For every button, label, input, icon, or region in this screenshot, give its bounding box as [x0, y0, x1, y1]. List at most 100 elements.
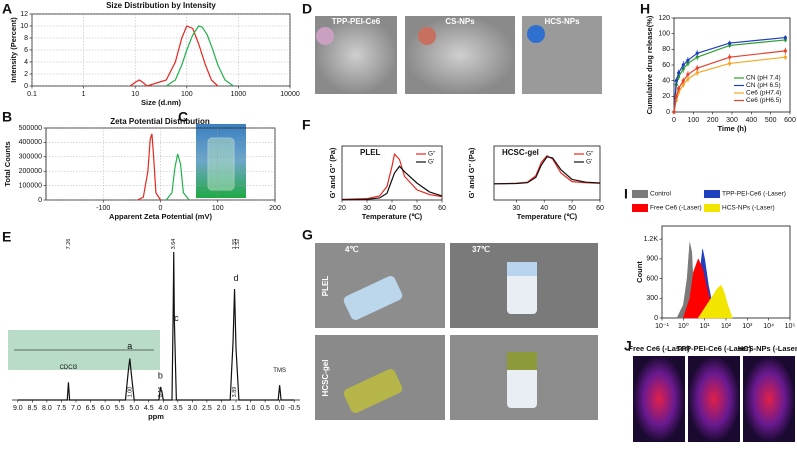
data-point — [728, 41, 732, 45]
chart: 0 100 200 300 400 500 600 0 20 40 60 80 100 120 Time (… — [645, 15, 796, 133]
legend-label: G'' — [428, 151, 436, 158]
plot-frame — [493, 145, 601, 201]
y-tick-label: 0 — [38, 197, 42, 204]
legend-label: G' — [428, 159, 434, 166]
series-line — [137, 133, 162, 201]
panel-letter: I — [624, 186, 628, 202]
y-tick-label: 200000 — [19, 168, 42, 175]
x-tick-label: 2.0 — [217, 405, 227, 412]
data-point — [677, 86, 681, 91]
photo-title: TPP-PEI-Ce6 (-Laser) — [676, 344, 752, 353]
panel-letter: E — [2, 229, 11, 245]
y-tick-label: 300000 — [19, 154, 42, 161]
panel-letter: J — [624, 338, 632, 354]
photo-title: Free Ce6 (-Laser) — [628, 344, 690, 353]
data-point — [681, 63, 685, 67]
y-axis-label: Count — [635, 261, 644, 283]
chart: 0.1 1 10 100 1000 10000 0 2 4 6 8 10 12 Size Distribu… — [9, 1, 300, 107]
data-point — [695, 66, 699, 70]
chart: 10⁻¹ 10⁰ 10¹ 10² 10³ 10⁴ 10⁵ 0 300 600 900 1.2K Coun… — [632, 190, 795, 330]
y-tick-label: 8 — [24, 35, 28, 42]
series-line — [129, 25, 219, 87]
x-tick-label: 10² — [721, 323, 732, 330]
x-tick-label: 0 — [672, 117, 676, 124]
data-point — [686, 58, 690, 62]
x-tick-label: 60 — [596, 205, 604, 212]
x-tick-label: 5.5 — [115, 405, 125, 412]
legend-label: CN (pH 6.5) — [746, 82, 781, 89]
photo-title: TPP-PEI-Ce6 — [332, 17, 381, 26]
y-tick-label: 4 — [24, 59, 28, 66]
photo-title: 37℃ — [472, 245, 490, 254]
y-axis-label: Total Counts — [3, 141, 12, 186]
row-label: PLEL — [321, 276, 330, 297]
data-point — [677, 71, 681, 75]
y-tick-label: 0 — [24, 83, 28, 90]
integral-label: 3.89 — [232, 387, 238, 398]
chart-title: Size Distribution by Intensity — [106, 1, 216, 10]
x-axis-label: Time (h) — [717, 124, 747, 133]
legend-swatch — [632, 190, 648, 198]
legend-label: Ce6 (pH7.4) — [746, 90, 781, 97]
x-tick-label: 500 — [765, 117, 777, 124]
x-tick-label: 10000 — [280, 91, 300, 98]
x-tick-label: 200 — [269, 205, 281, 212]
vial — [207, 137, 235, 191]
x-tick-label: 0.1 — [27, 91, 37, 98]
x-tick-label: 1000 — [231, 91, 247, 98]
x-tick-label: 300 — [726, 117, 738, 124]
y-axis-label: Intensity (Percent) — [9, 17, 18, 83]
data-point — [695, 71, 699, 75]
tem-photo — [405, 16, 515, 94]
x-tick-label: -100 — [96, 205, 110, 212]
data-point — [686, 72, 690, 76]
x-tick-label: 10³ — [742, 323, 753, 330]
data-point — [783, 55, 787, 59]
x-tick-label: 0.0 — [275, 405, 285, 412]
x-tick-label: 0 — [159, 205, 163, 212]
row-label: HCSC-gel — [321, 360, 330, 397]
x-tick-label: 20 — [338, 205, 346, 212]
annotation: a — [127, 341, 132, 351]
peak-label: 1.52 — [235, 239, 241, 250]
panel-letter: B — [2, 109, 12, 125]
panel-letter: A — [2, 1, 12, 17]
peak-label: 7.26 — [66, 239, 72, 250]
x-tick-label: 7.0 — [71, 405, 81, 412]
x-tick-label: 8.0 — [42, 405, 52, 412]
integral-label: 1.00 — [127, 387, 133, 398]
inset-particle — [527, 25, 545, 43]
chart: 9.0 8.5 8.0 7.5 7.0 6.5 6.0 5.5 5.0 4.5 4.0 3.5 3.0 2… — [12, 239, 300, 421]
x-tick-label: 6.0 — [100, 405, 110, 412]
x-axis-label: Size (d.nm) — [141, 98, 182, 107]
photo-title: 4℃ — [345, 245, 358, 254]
photo-title: HCS-NPs (-Laser) — [738, 344, 797, 353]
x-tick-label: 1.0 — [246, 405, 256, 412]
data-point — [783, 35, 787, 40]
chart: 20 30 40 50 60 PLEL Temperature (℃) G' and G'' … — [328, 145, 446, 221]
inset-molecule — [316, 27, 334, 45]
y-tick-label: 120 — [658, 15, 670, 22]
fluorescence-photo — [688, 356, 740, 442]
legend-label: Ce6 (pH6.5) — [746, 97, 781, 104]
y-tick-label: 300 — [646, 295, 658, 302]
legend-label: TPP-PEI-Ce6 (-Laser) — [722, 191, 786, 198]
x-tick-label: 10⁵ — [785, 323, 796, 330]
chart-title: HCSC-gel — [502, 148, 539, 157]
y-tick-label: 6 — [24, 47, 28, 54]
chart-title: PLEL — [360, 148, 381, 157]
x-tick-label: 1 — [82, 91, 86, 98]
data-point — [728, 61, 732, 66]
x-tick-label: 30 — [512, 205, 520, 212]
x-tick-label: 10⁻¹ — [655, 323, 669, 330]
legend-swatch — [704, 204, 720, 212]
x-tick-label: 200 — [707, 117, 719, 124]
fluorescence-photo — [743, 356, 795, 442]
x-tick-label: 10⁰ — [678, 322, 689, 330]
data-point — [728, 43, 732, 48]
panel-letter: G — [302, 227, 313, 243]
gel — [507, 262, 537, 276]
panel-letter: H — [640, 1, 650, 17]
x-axis-label: ppm — [148, 412, 164, 421]
